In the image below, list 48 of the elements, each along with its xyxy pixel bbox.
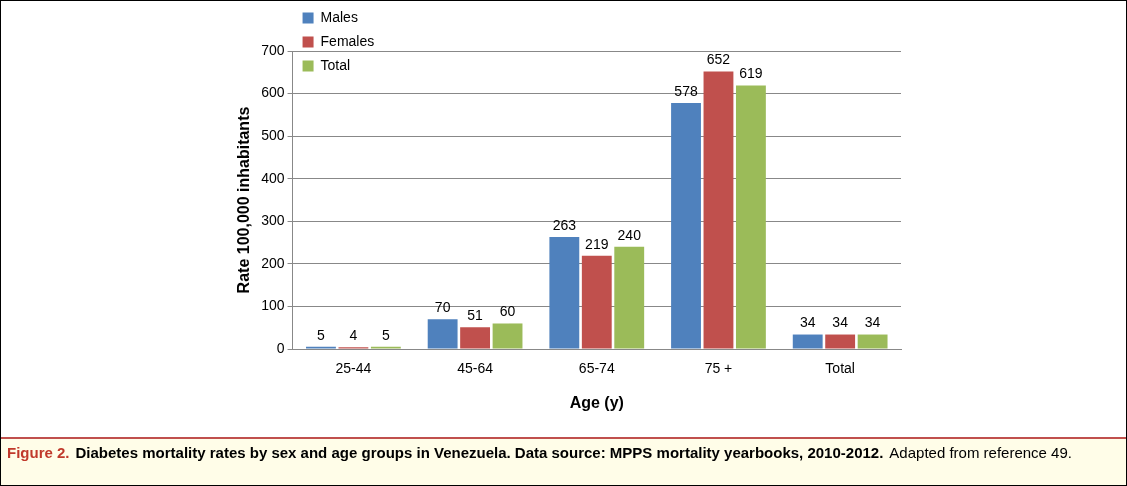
bar xyxy=(614,246,645,349)
legend-label: Males xyxy=(320,8,358,25)
bar xyxy=(792,334,823,349)
data-label: 619 xyxy=(739,65,763,82)
data-label: 51 xyxy=(467,307,484,324)
x-tick-label: 65-74 xyxy=(578,360,615,377)
data-label: 5 xyxy=(381,326,390,343)
data-label: 34 xyxy=(799,314,816,331)
data-label: 652 xyxy=(706,51,731,68)
text: Adapted from reference 49. xyxy=(889,444,1072,461)
text: Diabetes mortality rates by sex and age groups in Venezuela. Data source: MPPS mortality yearbooks, 2010-2012. xyxy=(75,444,884,461)
data-label: 263 xyxy=(552,216,577,233)
caption: Figure 2. xyxy=(7,444,70,461)
y-tick-label: 0 xyxy=(276,339,285,356)
x-tick-label: 75 + xyxy=(704,360,733,377)
data-label: 578 xyxy=(674,82,698,99)
y-tick-label: 700 xyxy=(261,41,285,58)
y-tick-label: 300 xyxy=(261,212,285,229)
bar xyxy=(581,255,612,349)
y-tick-label: 600 xyxy=(261,84,285,101)
bar xyxy=(825,334,856,349)
bar xyxy=(671,102,701,349)
data-label: 60 xyxy=(499,303,516,320)
y-tick-label: 200 xyxy=(261,254,285,271)
data-label: 219 xyxy=(585,235,609,252)
x-tick-label: Total xyxy=(825,360,855,377)
data-label: 70 xyxy=(434,299,451,316)
y-tick-label: 100 xyxy=(261,297,285,314)
data-label: 4 xyxy=(349,327,358,344)
bar xyxy=(427,319,458,349)
legend-label: Females xyxy=(320,32,375,49)
data-label: 5 xyxy=(317,326,326,343)
y-axis-title: Rate 100,000 inhabitants xyxy=(235,106,253,294)
data-label: 34 xyxy=(864,314,881,331)
bar xyxy=(703,71,734,349)
bar xyxy=(460,327,491,349)
x-axis-title: Age (y) xyxy=(569,393,624,411)
x-tick-label: 25-44 xyxy=(335,360,372,377)
bar xyxy=(857,334,888,349)
bar xyxy=(549,237,580,349)
x-tick-label: 45-64 xyxy=(457,360,494,377)
legend-label: Total xyxy=(320,56,351,73)
bar xyxy=(735,85,766,349)
y-tick-label: 400 xyxy=(261,169,285,186)
bar xyxy=(492,323,523,349)
data-label: 240 xyxy=(617,226,642,243)
y-tick-label: 500 xyxy=(261,127,285,143)
data-label: 34 xyxy=(832,314,849,331)
